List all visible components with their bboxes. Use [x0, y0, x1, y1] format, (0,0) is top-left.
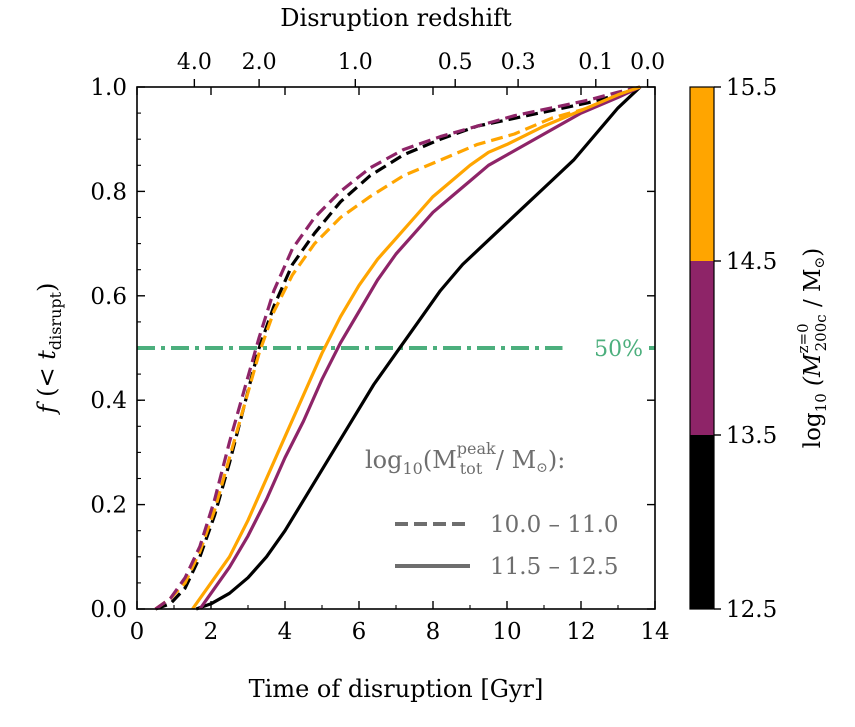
x-tick-label: 10 [492, 619, 521, 645]
legend-entry-dashed: 10.0 – 11.0 [490, 512, 619, 538]
top-tick-label: 4.0 [177, 50, 212, 75]
axis-ticks: 0 2 4 6 8 10 12 14 0.0 0.2 0.4 0.6 0.8 1.0 [90, 75, 669, 645]
x-tick-label: 0 [130, 619, 145, 645]
colorbar-label: log10 (Mz=0200c / M⊙) [794, 248, 830, 449]
legend-title: log10(Mpeak tot / M⊙): [365, 439, 565, 478]
y-tick-label: 0.0 [90, 597, 127, 623]
y-tick-label: 1.0 [90, 75, 127, 101]
top-tick-label: 0.5 [438, 50, 473, 75]
y-tick-label: 0.6 [90, 284, 127, 310]
top-tick-label: 1.0 [338, 50, 373, 75]
series-line-10-0-11-0-black [154, 85, 641, 611]
x-tick-label: 6 [352, 619, 367, 645]
x-tick-label: 4 [278, 619, 293, 645]
series-line-11-5-12-5-orange [191, 85, 641, 610]
y-tick-label: 0.4 [90, 388, 127, 414]
colorbar-bin-high [690, 87, 714, 261]
top-tick-label: 0.0 [630, 50, 665, 75]
top-tick-label: 0.1 [578, 50, 613, 75]
x-tick-label: 8 [426, 619, 441, 645]
legend-entry-solid: 11.5 – 12.5 [490, 554, 619, 580]
top-tick-label: 0.3 [501, 50, 536, 75]
y-tick-label: 0.2 [90, 493, 127, 519]
colorbar-ticks: 12.5 13.5 14.5 15.5 [714, 75, 777, 623]
colorbar-tick-label: 13.5 [726, 423, 777, 449]
colorbar-tick-label: 12.5 [726, 597, 777, 623]
colorbar: 12.5 13.5 14.5 15.5 log10 (Mz=0200c / M⊙) [689, 75, 830, 623]
plot-frame [136, 86, 656, 610]
x-tick-label: 2 [204, 619, 219, 645]
colorbar-tick-label: 15.5 [726, 75, 777, 101]
colorbar-tick-label: 14.5 [726, 249, 777, 275]
top-axis-ticks: 4.0 2.0 1.0 0.5 0.3 0.1 0.0 [177, 50, 665, 87]
series-line-10-0-11-0-orange [154, 85, 641, 611]
series-line-11-5-12-5-black [195, 85, 642, 611]
top-axis-title: Disruption redshift [280, 4, 512, 32]
svg-text:log10 (Mz=0200c / M⊙): log10 (Mz=0200c / M⊙) [794, 248, 830, 449]
x-tick-label: 14 [640, 619, 669, 645]
top-tick-label: 2.0 [242, 50, 277, 75]
colorbar-bin-low [690, 435, 714, 609]
series-group [154, 85, 642, 611]
legend: log10(Mpeak tot / M⊙): 10.0 – 11.0 11.5 –… [365, 439, 619, 580]
x-axis-label: Time of disruption [Gyr] [249, 675, 544, 703]
reference-line-group: 50% [137, 337, 655, 362]
y-axis-label: f (< tdisrupt) [33, 283, 65, 416]
series-line-11-5-12-5-purple [198, 85, 641, 610]
colorbar-bin-mid [690, 261, 714, 435]
x-tick-label: 12 [566, 619, 595, 645]
colorbar-frame [689, 86, 715, 610]
series-line-10-0-11-0-purple [154, 85, 641, 611]
y-tick-label: 0.8 [90, 179, 127, 205]
fifty-percent-label: 50% [594, 337, 643, 362]
svg-text:f (< tdisrupt): f (< tdisrupt) [33, 283, 65, 416]
